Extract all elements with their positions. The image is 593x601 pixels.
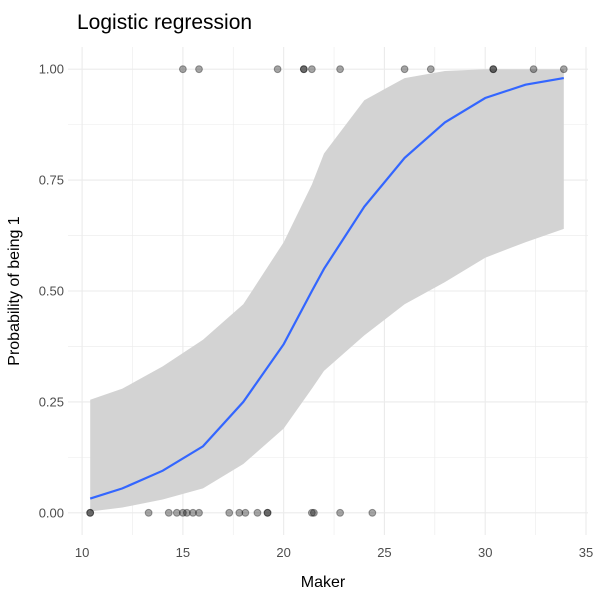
data-point <box>559 65 568 74</box>
confidence-ribbon <box>90 69 564 512</box>
x-axis-ticks: 10 15 20 25 30 35 <box>75 545 593 560</box>
data-point <box>189 508 197 517</box>
fit-line <box>89 77 564 500</box>
x-tick-label: 10 <box>75 545 89 560</box>
data-point <box>86 508 95 517</box>
data-point <box>336 508 344 517</box>
y-tick-label: 0.50 <box>39 284 64 299</box>
data-point <box>489 65 498 74</box>
data-point <box>299 65 308 74</box>
data-point <box>178 65 187 74</box>
y-tick-label: 0.00 <box>39 505 64 520</box>
confidence-ribbon-layer <box>90 69 564 512</box>
data-point <box>144 508 153 517</box>
data-point <box>86 508 95 517</box>
data-point <box>241 508 250 517</box>
data-point <box>195 65 203 74</box>
y-tick-label: 0.75 <box>39 173 64 188</box>
data-point <box>263 508 272 517</box>
data-point <box>225 508 234 517</box>
y-tick-label: 1.00 <box>39 62 64 77</box>
x-tick-label: 30 <box>478 545 492 560</box>
fit-line-layer <box>89 77 564 500</box>
data-point <box>529 65 538 74</box>
x-tick-label: 15 <box>176 545 190 560</box>
data-point <box>164 508 173 517</box>
x-tick-label: 20 <box>276 545 290 560</box>
x-axis-title: Maker <box>301 574 346 591</box>
data-point <box>299 65 308 74</box>
data-point <box>178 508 187 517</box>
data-point <box>336 65 344 74</box>
data-point <box>183 508 191 517</box>
x-tick-label: 25 <box>377 545 391 560</box>
data-point <box>307 65 316 74</box>
data-point <box>307 508 316 517</box>
data-point <box>263 508 272 517</box>
data-points-layer <box>86 65 568 517</box>
data-point <box>253 508 262 517</box>
data-point <box>400 65 409 74</box>
data-point <box>172 508 181 517</box>
data-point <box>368 508 377 517</box>
y-axis-ticks: 0.00 0.25 0.50 0.75 1.00 <box>39 62 64 521</box>
data-point <box>195 508 203 517</box>
y-axis-title: Probability of being 1 <box>6 216 23 366</box>
chart-title: Logistic regression <box>77 11 252 34</box>
data-point <box>235 508 244 517</box>
data-point <box>273 65 282 74</box>
data-point <box>426 65 435 74</box>
y-tick-label: 0.25 <box>39 394 64 409</box>
x-tick-label: 35 <box>579 545 593 560</box>
data-point <box>489 65 498 74</box>
data-point <box>309 508 318 517</box>
